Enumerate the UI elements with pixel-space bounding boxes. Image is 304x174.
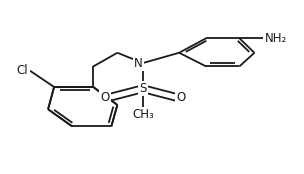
- Text: S: S: [139, 82, 147, 95]
- Text: O: O: [101, 91, 110, 104]
- Text: CH₃: CH₃: [132, 108, 154, 121]
- Text: Cl: Cl: [17, 64, 29, 77]
- Text: N: N: [134, 57, 143, 70]
- Text: NH₂: NH₂: [265, 32, 287, 45]
- Text: O: O: [176, 91, 185, 104]
